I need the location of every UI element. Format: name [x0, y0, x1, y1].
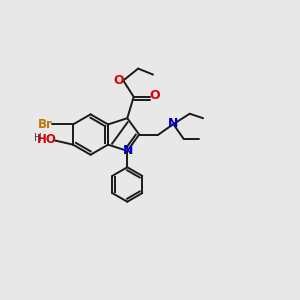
Text: O: O — [150, 89, 160, 103]
Text: H: H — [34, 133, 42, 143]
Text: HO: HO — [37, 133, 57, 146]
Text: O: O — [113, 74, 124, 87]
Text: N: N — [168, 117, 178, 130]
Text: Br: Br — [38, 118, 53, 131]
Text: N: N — [123, 144, 133, 158]
